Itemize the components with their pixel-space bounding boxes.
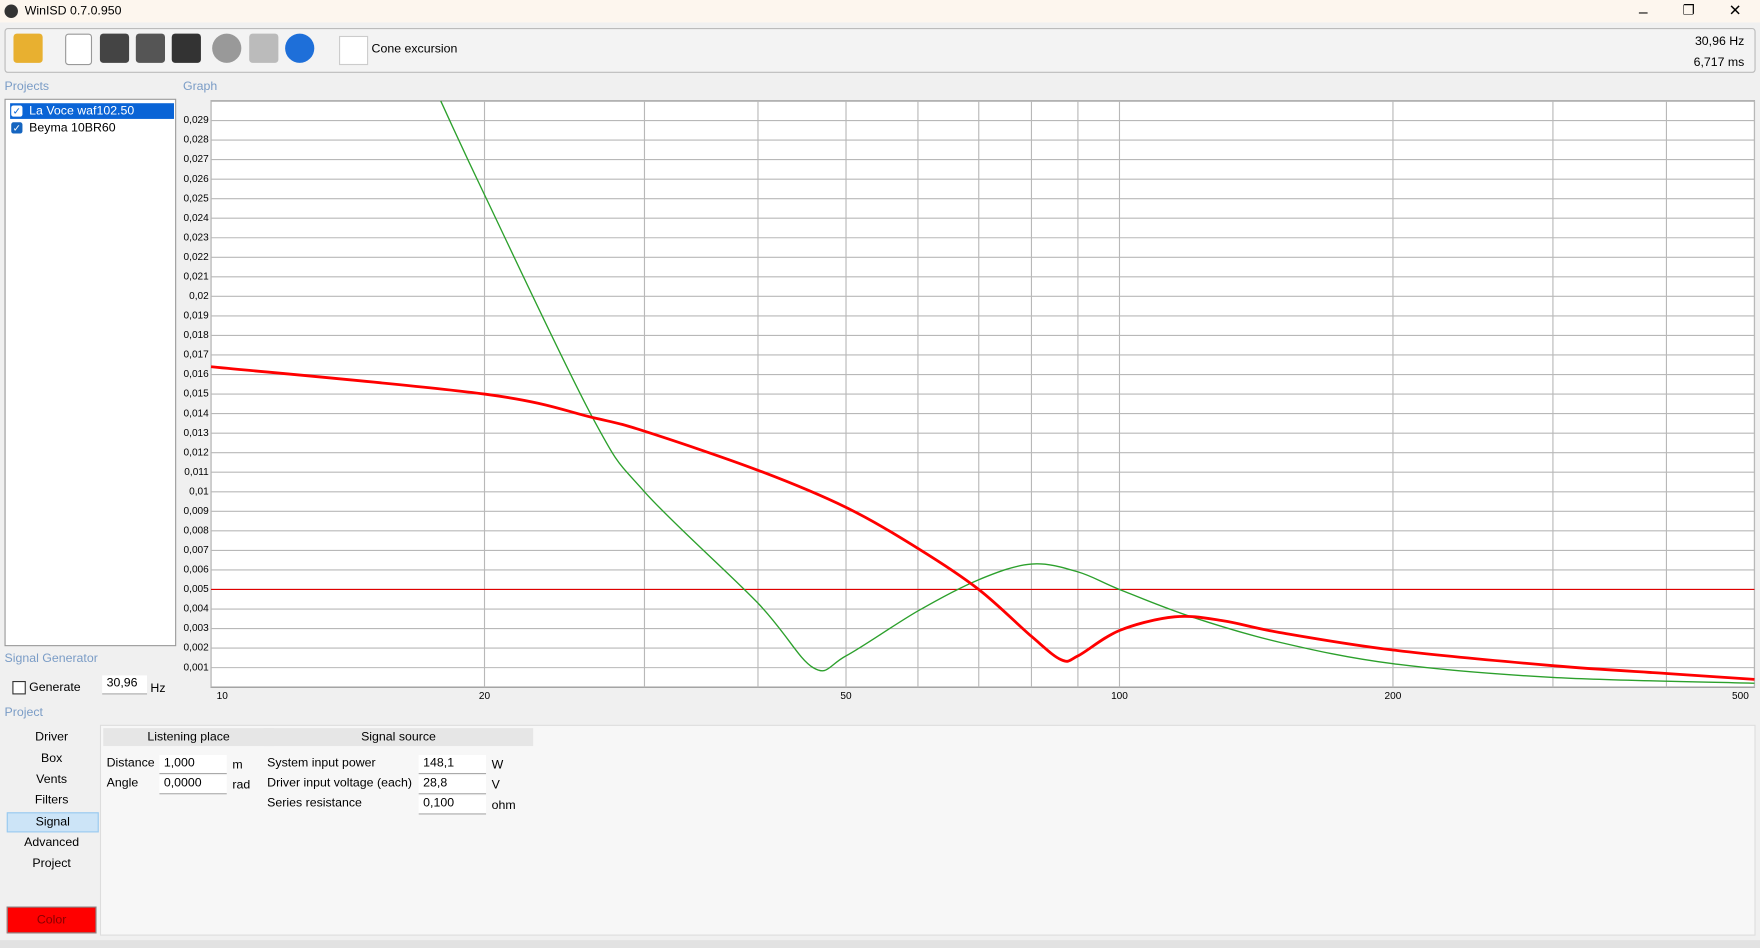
y-tick-label: 0,004 bbox=[184, 604, 210, 615]
section-label: Projects bbox=[4, 79, 50, 94]
y-tick-label: 0,008 bbox=[184, 526, 210, 537]
x-tick-label: 50 bbox=[840, 691, 852, 702]
save-button[interactable] bbox=[99, 33, 130, 63]
tab[interactable]: Box bbox=[40, 751, 63, 765]
y-tick-label: 0,011 bbox=[184, 467, 209, 478]
x-tick-label: 100 bbox=[1111, 691, 1128, 702]
time-readout: 6,717 ms bbox=[1693, 56, 1745, 70]
series-line bbox=[440, 100, 1755, 684]
group-header: Listening place bbox=[103, 728, 274, 747]
y-tick-label: 0,006 bbox=[184, 565, 210, 576]
info-button[interactable] bbox=[285, 33, 315, 63]
y-tick-label: 0,021 bbox=[184, 272, 210, 283]
section-label: Project bbox=[4, 705, 43, 720]
y-tick-label: 0,007 bbox=[184, 545, 210, 556]
x-tick-label: 500 bbox=[1732, 691, 1749, 702]
field-unit: m bbox=[232, 758, 243, 772]
field-label: Driver input voltage (each) bbox=[267, 776, 412, 790]
y-tick-label: 0,028 bbox=[184, 135, 210, 146]
tab[interactable]: Vents bbox=[36, 772, 68, 786]
title-bar: WinISD 0.7.0.950 – ❐ ✕ bbox=[0, 0, 1760, 23]
field-input[interactable]: 28,8 bbox=[418, 775, 487, 795]
y-tick-label: 0,015 bbox=[184, 389, 210, 400]
open-button[interactable] bbox=[13, 33, 43, 63]
y-tick-label: 0,025 bbox=[184, 193, 210, 204]
y-tick-label: 0,014 bbox=[184, 408, 210, 419]
checkbox-label: Generate bbox=[29, 680, 81, 695]
new-button[interactable] bbox=[65, 33, 93, 66]
tab-panel bbox=[99, 724, 1756, 936]
x-tick-label: 10 bbox=[217, 691, 229, 702]
chart: 0,001 0,002 0,003 0,004 0,005 0,006 0,007 0,008… bbox=[184, 100, 1756, 702]
y-tick-label: 0,02 bbox=[189, 291, 209, 302]
y-tick-label: 0,018 bbox=[184, 330, 210, 341]
field-label: System input power bbox=[267, 756, 376, 770]
section-label: Graph bbox=[182, 79, 218, 94]
unit: Hz bbox=[150, 682, 166, 696]
tab[interactable]: Project bbox=[32, 856, 71, 871]
field-unit: rad bbox=[232, 778, 251, 793]
y-tick-label: 0,009 bbox=[184, 506, 210, 517]
project-list: ✓ La Voce waf102.50 ✓ Beyma 10BR60 bbox=[4, 98, 177, 647]
project-item-selected[interactable] bbox=[10, 103, 174, 119]
project-name[interactable]: La Voce waf102.50 bbox=[29, 104, 135, 118]
field-input[interactable]: 1,000 bbox=[159, 755, 227, 775]
app-icon bbox=[4, 4, 18, 18]
frequency-input[interactable]: 30,96 bbox=[102, 675, 148, 695]
section-label: Signal Generator bbox=[4, 651, 98, 666]
y-tick-label: 0,022 bbox=[184, 252, 210, 263]
y-tick-label: 0,026 bbox=[184, 174, 210, 185]
x-tick-label: 20 bbox=[479, 691, 491, 702]
field-label: Angle bbox=[106, 776, 139, 790]
y-tick-label: 0,027 bbox=[184, 154, 210, 165]
y-tick-label: 0,017 bbox=[184, 350, 210, 361]
generate-checkbox[interactable] bbox=[12, 680, 26, 695]
y-tick-label: 0,024 bbox=[184, 213, 210, 224]
series-line bbox=[210, 365, 1755, 681]
y-tick-label: 0,016 bbox=[184, 369, 210, 380]
y-tick-label: 0,013 bbox=[184, 428, 210, 439]
field-input[interactable]: 148,1 bbox=[418, 755, 487, 775]
minimize[interactable]: – bbox=[1638, 2, 1648, 21]
y-tick-label: 0,002 bbox=[184, 643, 210, 654]
y-tick-label: 0,005 bbox=[184, 584, 210, 595]
driver-button[interactable] bbox=[212, 33, 242, 63]
save-all-button[interactable] bbox=[171, 33, 201, 63]
field-label: Distance bbox=[106, 756, 155, 770]
checkbox[interactable]: ✓ bbox=[11, 105, 23, 117]
close[interactable]: ✕ bbox=[1728, 1, 1742, 20]
y-tick-label: 0,019 bbox=[184, 311, 210, 322]
status-bar bbox=[0, 940, 1760, 948]
group-header: Signal source bbox=[263, 728, 534, 747]
y-tick-label: 0,012 bbox=[184, 447, 210, 458]
field-unit: W bbox=[491, 758, 504, 772]
window-title: WinISD 0.7.0.950 bbox=[24, 4, 122, 18]
tab[interactable]: Filters bbox=[34, 793, 69, 808]
field-input[interactable]: 0,100 bbox=[418, 795, 487, 815]
save-as-button[interactable] bbox=[135, 33, 166, 63]
graph-type-button[interactable]: Cone excursion bbox=[371, 42, 458, 57]
checkbox[interactable]: ✓ bbox=[11, 122, 23, 134]
field-unit: V bbox=[491, 778, 500, 793]
y-tick-label: 0,001 bbox=[184, 662, 210, 673]
tab[interactable]: Advanced bbox=[24, 835, 80, 850]
project-name[interactable]: Beyma 10BR60 bbox=[29, 121, 116, 135]
frequency-readout: 30,96 Hz bbox=[1694, 34, 1745, 49]
restore[interactable]: ❐ bbox=[1682, 2, 1695, 18]
field-label: Series resistance bbox=[267, 796, 362, 811]
y-tick-label: 0,01 bbox=[189, 486, 209, 497]
field-unit: ohm bbox=[491, 798, 516, 813]
field-input[interactable]: 0,0000 bbox=[159, 775, 227, 795]
tab[interactable]: Driver bbox=[35, 730, 69, 744]
x-tick-label: 200 bbox=[1385, 691, 1402, 702]
color-button[interactable]: Color bbox=[6, 906, 97, 934]
tab[interactable]: Signal bbox=[6, 812, 99, 833]
tools-button[interactable] bbox=[249, 33, 279, 63]
y-tick-label: 0,029 bbox=[184, 115, 210, 126]
graph-icon[interactable] bbox=[338, 35, 369, 66]
y-tick-label: 0,003 bbox=[184, 623, 210, 634]
y-tick-label: 0,023 bbox=[184, 232, 210, 243]
